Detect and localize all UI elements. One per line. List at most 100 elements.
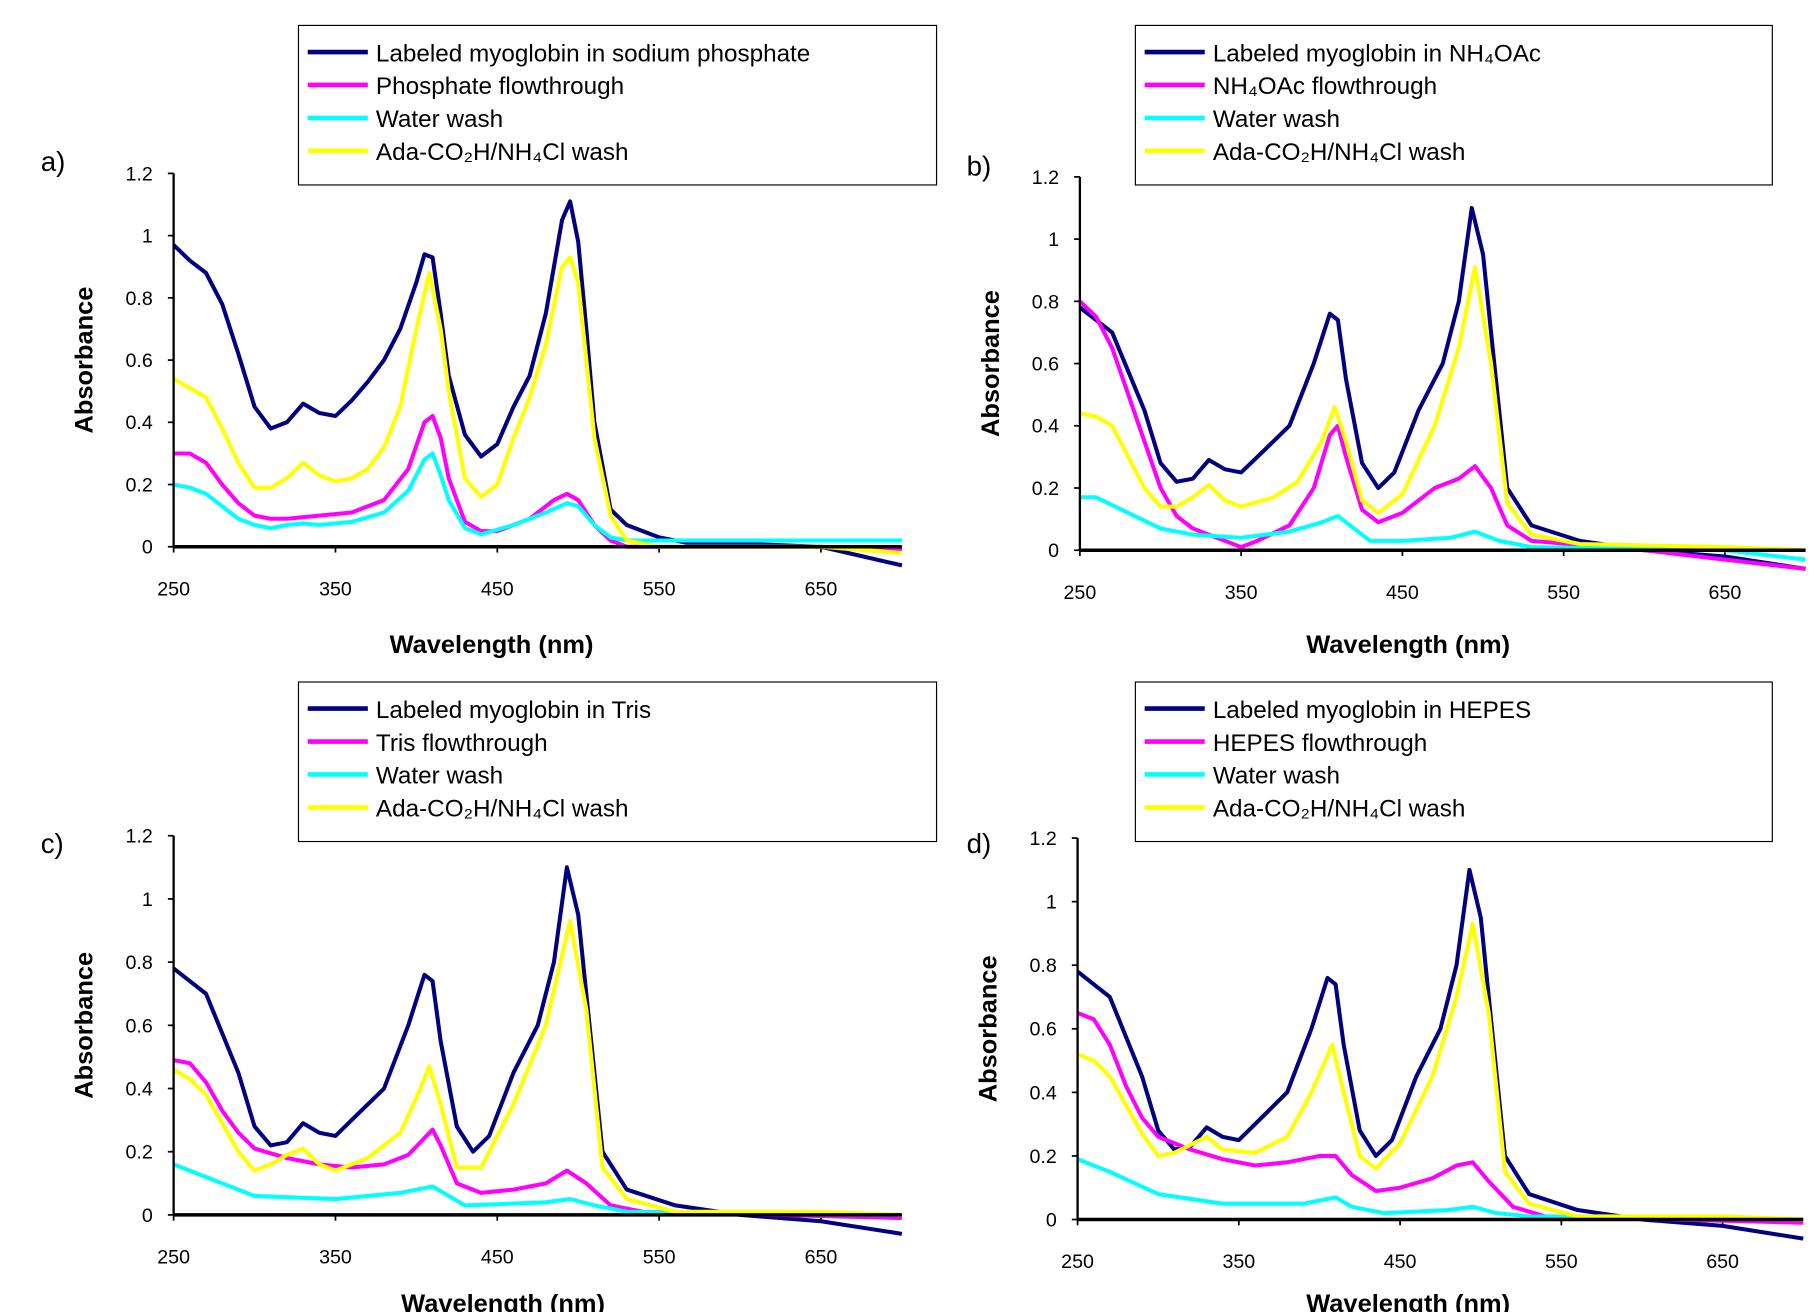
legend: Labeled myoglobin in HEPES HEPES flowthro… [1134, 681, 1773, 843]
legend-entry: Water wash [376, 763, 503, 790]
y-tick-label: 1.2 [1032, 167, 1059, 189]
y-tick-label: 0.8 [126, 952, 153, 974]
y-tick-label: 1 [142, 889, 153, 911]
x-tick-label: 350 [1225, 582, 1258, 604]
x-tick-label: 350 [319, 578, 352, 600]
x-tick-label: 550 [643, 1246, 676, 1268]
y-axis-title: Absorbance [71, 287, 99, 434]
y-tick-label: 0.2 [1029, 1146, 1056, 1168]
y-tick-label: 0.8 [1029, 955, 1056, 977]
legend-box [297, 24, 938, 186]
y-tick-label: 0.2 [126, 1142, 153, 1164]
y-tick-label: 1 [1046, 892, 1057, 914]
legend-entry: Tris flowthrough [376, 730, 548, 757]
legend-entry: Ada-CO₂H/NH₄Cl wash [376, 796, 629, 823]
y-tick-label: 0.2 [126, 474, 153, 496]
legend-box [1134, 24, 1773, 186]
panel-label: a) [41, 146, 66, 177]
y-tick-label: 1.2 [1029, 828, 1056, 850]
x-tick-label: 250 [157, 1246, 190, 1268]
x-tick-label: 650 [805, 1246, 838, 1268]
legend: Labeled myoglobin in NH₄OAc NH₄OAc flowth… [1134, 24, 1773, 186]
panel-label: c) [41, 828, 64, 859]
x-tick-label: 650 [805, 578, 838, 600]
series-line-4 [172, 919, 902, 1217]
legend-entry: Water wash [376, 106, 503, 133]
x-tick-label: 350 [319, 1246, 352, 1268]
y-tick-label: 0.6 [1029, 1019, 1056, 1041]
y-tick-label: 1.2 [126, 163, 153, 185]
series-line-4 [1079, 265, 1806, 553]
legend-entry: Ada-CO₂H/NH₄Cl wash [376, 139, 629, 166]
legend-entry: Water wash [1213, 106, 1340, 133]
y-tick-label: 0.2 [1032, 478, 1059, 500]
y-tick-label: 0.4 [1032, 416, 1059, 438]
legend-entry: Labeled myoglobin in sodium phosphate [376, 40, 810, 67]
y-tick-label: 0.8 [126, 288, 153, 310]
y-tick-label: 1.2 [126, 826, 153, 848]
y-tick-label: 0.8 [1032, 291, 1059, 313]
legend-box [297, 681, 938, 843]
legend-entry: HEPES flowthrough [1213, 730, 1427, 757]
x-tick-label: 450 [481, 578, 514, 600]
y-tick-label: 1 [1048, 229, 1059, 251]
y-tick-label: 0 [142, 537, 153, 559]
legend: Labeled myoglobin in sodium phosphate Pho… [297, 24, 938, 186]
x-tick-label: 450 [481, 1246, 514, 1268]
chart-panel-c: c) 0 0.2 0.4 0.6 0.8 1 1.2 250 350 450 550 650 Wavele… [41, 681, 938, 1312]
chart-panel-d: d) 0 0.2 0.4 0.6 0.8 1 1.2 250 350 450 550 650 Wavele… [967, 681, 1804, 1312]
x-axis-title: Wavelength (nm) [1306, 631, 1510, 659]
legend-box [1134, 681, 1773, 843]
y-tick-label: 0.4 [1029, 1082, 1056, 1104]
series-line-3 [1076, 1157, 1804, 1222]
y-tick-label: 0.6 [126, 1015, 153, 1037]
chart-panel-a: a) 0 0.2 0.4 0.6 0.8 1 1.2 250 350 450 550 650 Wavele… [41, 24, 938, 659]
series-line-2 [173, 414, 902, 552]
x-tick-label: 250 [1064, 582, 1097, 604]
legend-entry: Phosphate flowthrough [376, 73, 624, 100]
y-tick-label: 1 [142, 226, 153, 248]
legend-entry: NH₄OAc flowthrough [1213, 73, 1437, 100]
series-line-2 [173, 1058, 902, 1221]
panel-label: d) [967, 828, 992, 859]
x-tick-label: 650 [1709, 582, 1742, 604]
x-tick-label: 250 [157, 578, 190, 600]
y-tick-label: 0.6 [126, 350, 153, 372]
x-axis-title: Wavelength (nm) [401, 1290, 605, 1312]
panel-label: b) [967, 151, 992, 182]
y-tick-label: 0 [142, 1205, 153, 1227]
y-tick-label: 0 [1048, 540, 1059, 562]
x-tick-label: 450 [1386, 582, 1419, 604]
series-line-1 [172, 865, 903, 1236]
y-axis-title: Absorbance [71, 952, 99, 1099]
legend-entry: Ada-CO₂H/NH₄Cl wash [1213, 796, 1466, 823]
x-tick-label: 250 [1061, 1251, 1094, 1273]
legend-entry: Water wash [1213, 763, 1340, 790]
legend: Labeled myoglobin in Tris Tris flowthroug… [297, 681, 938, 843]
x-tick-label: 550 [1545, 1251, 1578, 1273]
series-line-4 [172, 255, 903, 556]
series-line-3 [173, 451, 902, 543]
legend-entry: Labeled myoglobin in Tris [376, 697, 651, 724]
x-tick-label: 550 [643, 578, 676, 600]
x-axis-title: Wavelength (nm) [1306, 1290, 1510, 1312]
y-axis-title: Absorbance [977, 290, 1005, 437]
y-axis-title: Absorbance [975, 955, 1003, 1102]
y-tick-label: 0.4 [126, 412, 153, 434]
x-tick-label: 650 [1706, 1251, 1739, 1273]
x-tick-label: 550 [1547, 582, 1580, 604]
series-line-1 [1078, 205, 1806, 571]
legend-entry: Labeled myoglobin in HEPES [1213, 697, 1531, 724]
y-tick-label: 0.6 [1032, 353, 1059, 375]
series-line-2 [1078, 299, 1806, 571]
y-tick-label: 0 [1046, 1209, 1057, 1231]
legend-entry: Ada-CO₂H/NH₄Cl wash [1213, 139, 1466, 166]
x-tick-label: 350 [1222, 1251, 1255, 1273]
chart-panel-b: b) 0 0.2 0.4 0.6 0.8 1 1.2 250 350 450 550 650 Wavele… [967, 24, 1806, 659]
series-line-3 [172, 1162, 902, 1217]
series-line-3 [1079, 495, 1806, 562]
y-tick-label: 0.4 [126, 1078, 153, 1100]
x-axis-title: Wavelength (nm) [390, 631, 594, 659]
